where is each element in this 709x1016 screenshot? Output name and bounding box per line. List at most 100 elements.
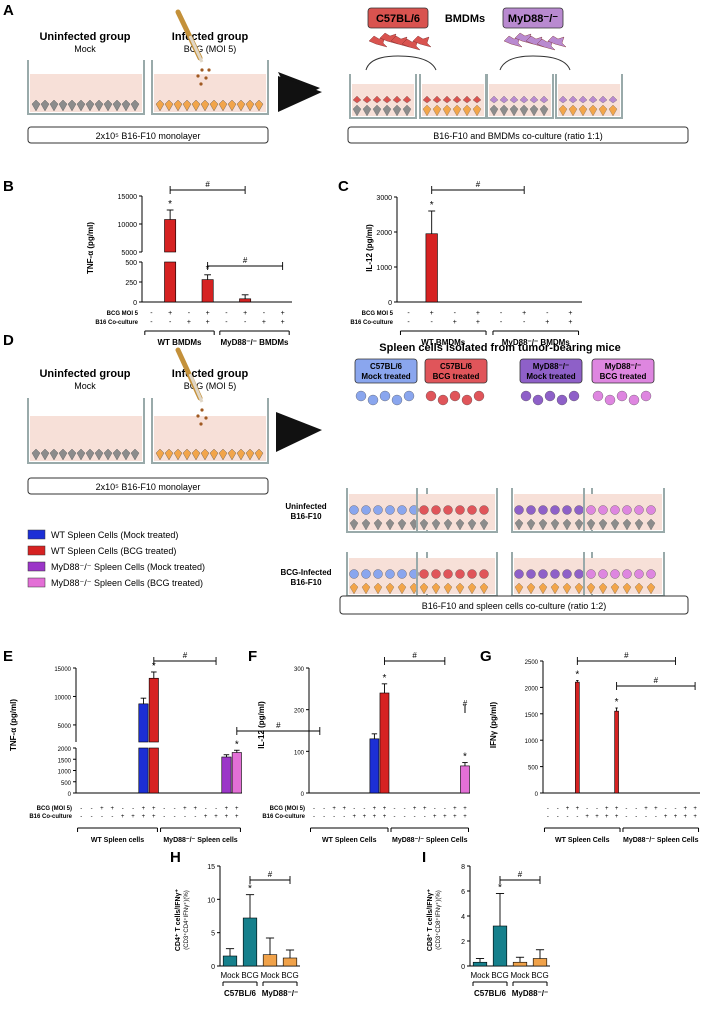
- bar: [222, 955, 238, 967]
- macrophage-icon: [547, 35, 567, 48]
- myd88-box: [502, 7, 564, 29]
- panel-letter-b: B: [3, 178, 14, 195]
- y-tick-label: 5000: [121, 250, 137, 257]
- panel-letter-g: G: [480, 648, 492, 665]
- category-label: BCG: [531, 971, 548, 980]
- b16-cell-icon: [182, 448, 192, 461]
- treatment-mark: -: [323, 814, 325, 820]
- b16-cell-icon: [209, 448, 219, 461]
- y-axis-label: IL-12 (pg/ml): [257, 701, 266, 749]
- b16-cell-icon: [236, 99, 246, 112]
- bmdm-cell-icon: [352, 95, 362, 104]
- b16-cell-icon: [562, 518, 572, 531]
- legend-label: WT Spleen Cells (BCG treated): [51, 546, 176, 556]
- treatment-mark: -: [91, 806, 93, 812]
- spleen-cell-icon: [479, 505, 489, 515]
- y-tick-label: 0: [211, 964, 215, 971]
- significance-star: *: [615, 697, 619, 708]
- coculture-well: [486, 74, 554, 119]
- spleen-cell-icon: [574, 569, 584, 579]
- spleen-cell-icon: [431, 505, 441, 515]
- b16-cell-icon: [121, 448, 131, 461]
- spleen-cell-icon: [479, 569, 489, 579]
- spleen-group-line1: MyD88⁻/⁻: [605, 362, 641, 371]
- group-label: MyD88⁻/⁻ BMDMs: [502, 338, 571, 347]
- treatment-mark: -: [188, 310, 191, 317]
- b16-cell-icon: [455, 582, 465, 595]
- d-infected-sub: BCG (MOI 5): [184, 381, 237, 391]
- row-label: B16 Co-culture: [262, 814, 305, 820]
- treatment-mark: +: [615, 814, 619, 820]
- spleen-cell-icon: [562, 505, 572, 515]
- b16-cell-icon: [40, 99, 50, 112]
- treatment-mark: +: [430, 310, 434, 317]
- treatment-mark: -: [80, 806, 82, 812]
- bar: [148, 747, 159, 794]
- treatment-mark: +: [605, 806, 609, 812]
- spleen-cell-icon: [646, 569, 656, 579]
- spleen-cell-icon: [467, 505, 477, 515]
- treatment-mark: +: [363, 814, 367, 820]
- bmdm-cell-icon: [568, 95, 578, 104]
- b16-cell-icon: [85, 99, 95, 112]
- panel-letter-h: H: [170, 849, 181, 866]
- b16-cell-icon: [191, 99, 201, 112]
- category-label: Mock: [260, 971, 280, 980]
- treatment-mark: +: [168, 310, 172, 317]
- treatment-mark: -: [586, 806, 588, 812]
- bar: [138, 747, 149, 794]
- treatment-mark: -: [174, 814, 176, 820]
- y-tick-label: 0: [535, 792, 539, 798]
- spleen-group-box: [519, 358, 583, 384]
- monolayer-label: 2x10⁵ B16-F10 monolayer: [96, 131, 201, 141]
- spleen-cell-icon: [449, 390, 461, 402]
- treatment-mark: -: [674, 806, 676, 812]
- spleen-group-box: [354, 358, 418, 384]
- treatment-mark: -: [91, 814, 93, 820]
- treatment-mark: +: [644, 806, 648, 812]
- legend-swatch: [27, 561, 46, 572]
- y-tick-label: 10000: [118, 222, 138, 229]
- treatment-mark: -: [645, 814, 647, 820]
- bmdm-cell-icon: [588, 95, 598, 104]
- treatment-mark: -: [394, 806, 396, 812]
- spleen-cell-icon: [461, 394, 473, 406]
- spleen-cell-icon: [526, 505, 536, 515]
- treatment-mark: -: [122, 806, 124, 812]
- spleen-cell-icon: [532, 394, 544, 406]
- y-tick-label: 8: [461, 864, 465, 871]
- legend-swatch: [27, 577, 46, 588]
- b16-cell-icon: [155, 448, 165, 461]
- bmdm-cell-icon: [442, 95, 452, 104]
- y-axis-sublabel: (CD3⁺CD8⁺IFNγ⁺)(%): [435, 890, 442, 950]
- significance-star: *: [575, 670, 579, 681]
- hash-label: #: [654, 676, 659, 685]
- b16-cell-icon: [578, 104, 588, 117]
- treatment-mark: +: [453, 814, 457, 820]
- spleen-cell-icon: [562, 569, 572, 579]
- b16-cell-icon: [574, 518, 584, 531]
- spleen-cell-icon: [367, 394, 379, 406]
- b16-cell-icon: [112, 99, 122, 112]
- treatment-mark: +: [585, 814, 589, 820]
- treatment-mark: -: [225, 319, 228, 326]
- hash-label: #: [276, 721, 281, 730]
- hash-label: #: [205, 180, 210, 189]
- b16-monolayer-uninfected: [31, 99, 140, 112]
- b16-cell-icon: [155, 99, 165, 112]
- treatment-mark: +: [194, 806, 198, 812]
- b16-cell-icon: [634, 582, 644, 595]
- y-axis-label: IL-12 (pg/ml): [365, 224, 374, 272]
- spleen-cell-icon: [467, 569, 477, 579]
- coculture-wells: [349, 74, 623, 119]
- b16-cell-icon: [598, 582, 608, 595]
- b16-cell-icon: [538, 518, 548, 531]
- b16-cell-icon: [200, 99, 210, 112]
- spleen-cell-icon: [385, 569, 395, 579]
- b16-cell-icon: [443, 518, 453, 531]
- b16-cell-icon: [103, 448, 113, 461]
- b16-cell-icon: [489, 104, 499, 117]
